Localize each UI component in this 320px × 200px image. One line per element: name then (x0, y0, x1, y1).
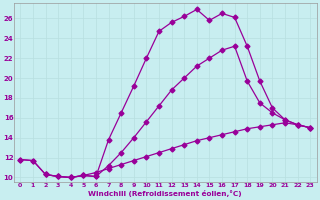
X-axis label: Windchill (Refroidissement éolien,°C): Windchill (Refroidissement éolien,°C) (88, 190, 242, 197)
